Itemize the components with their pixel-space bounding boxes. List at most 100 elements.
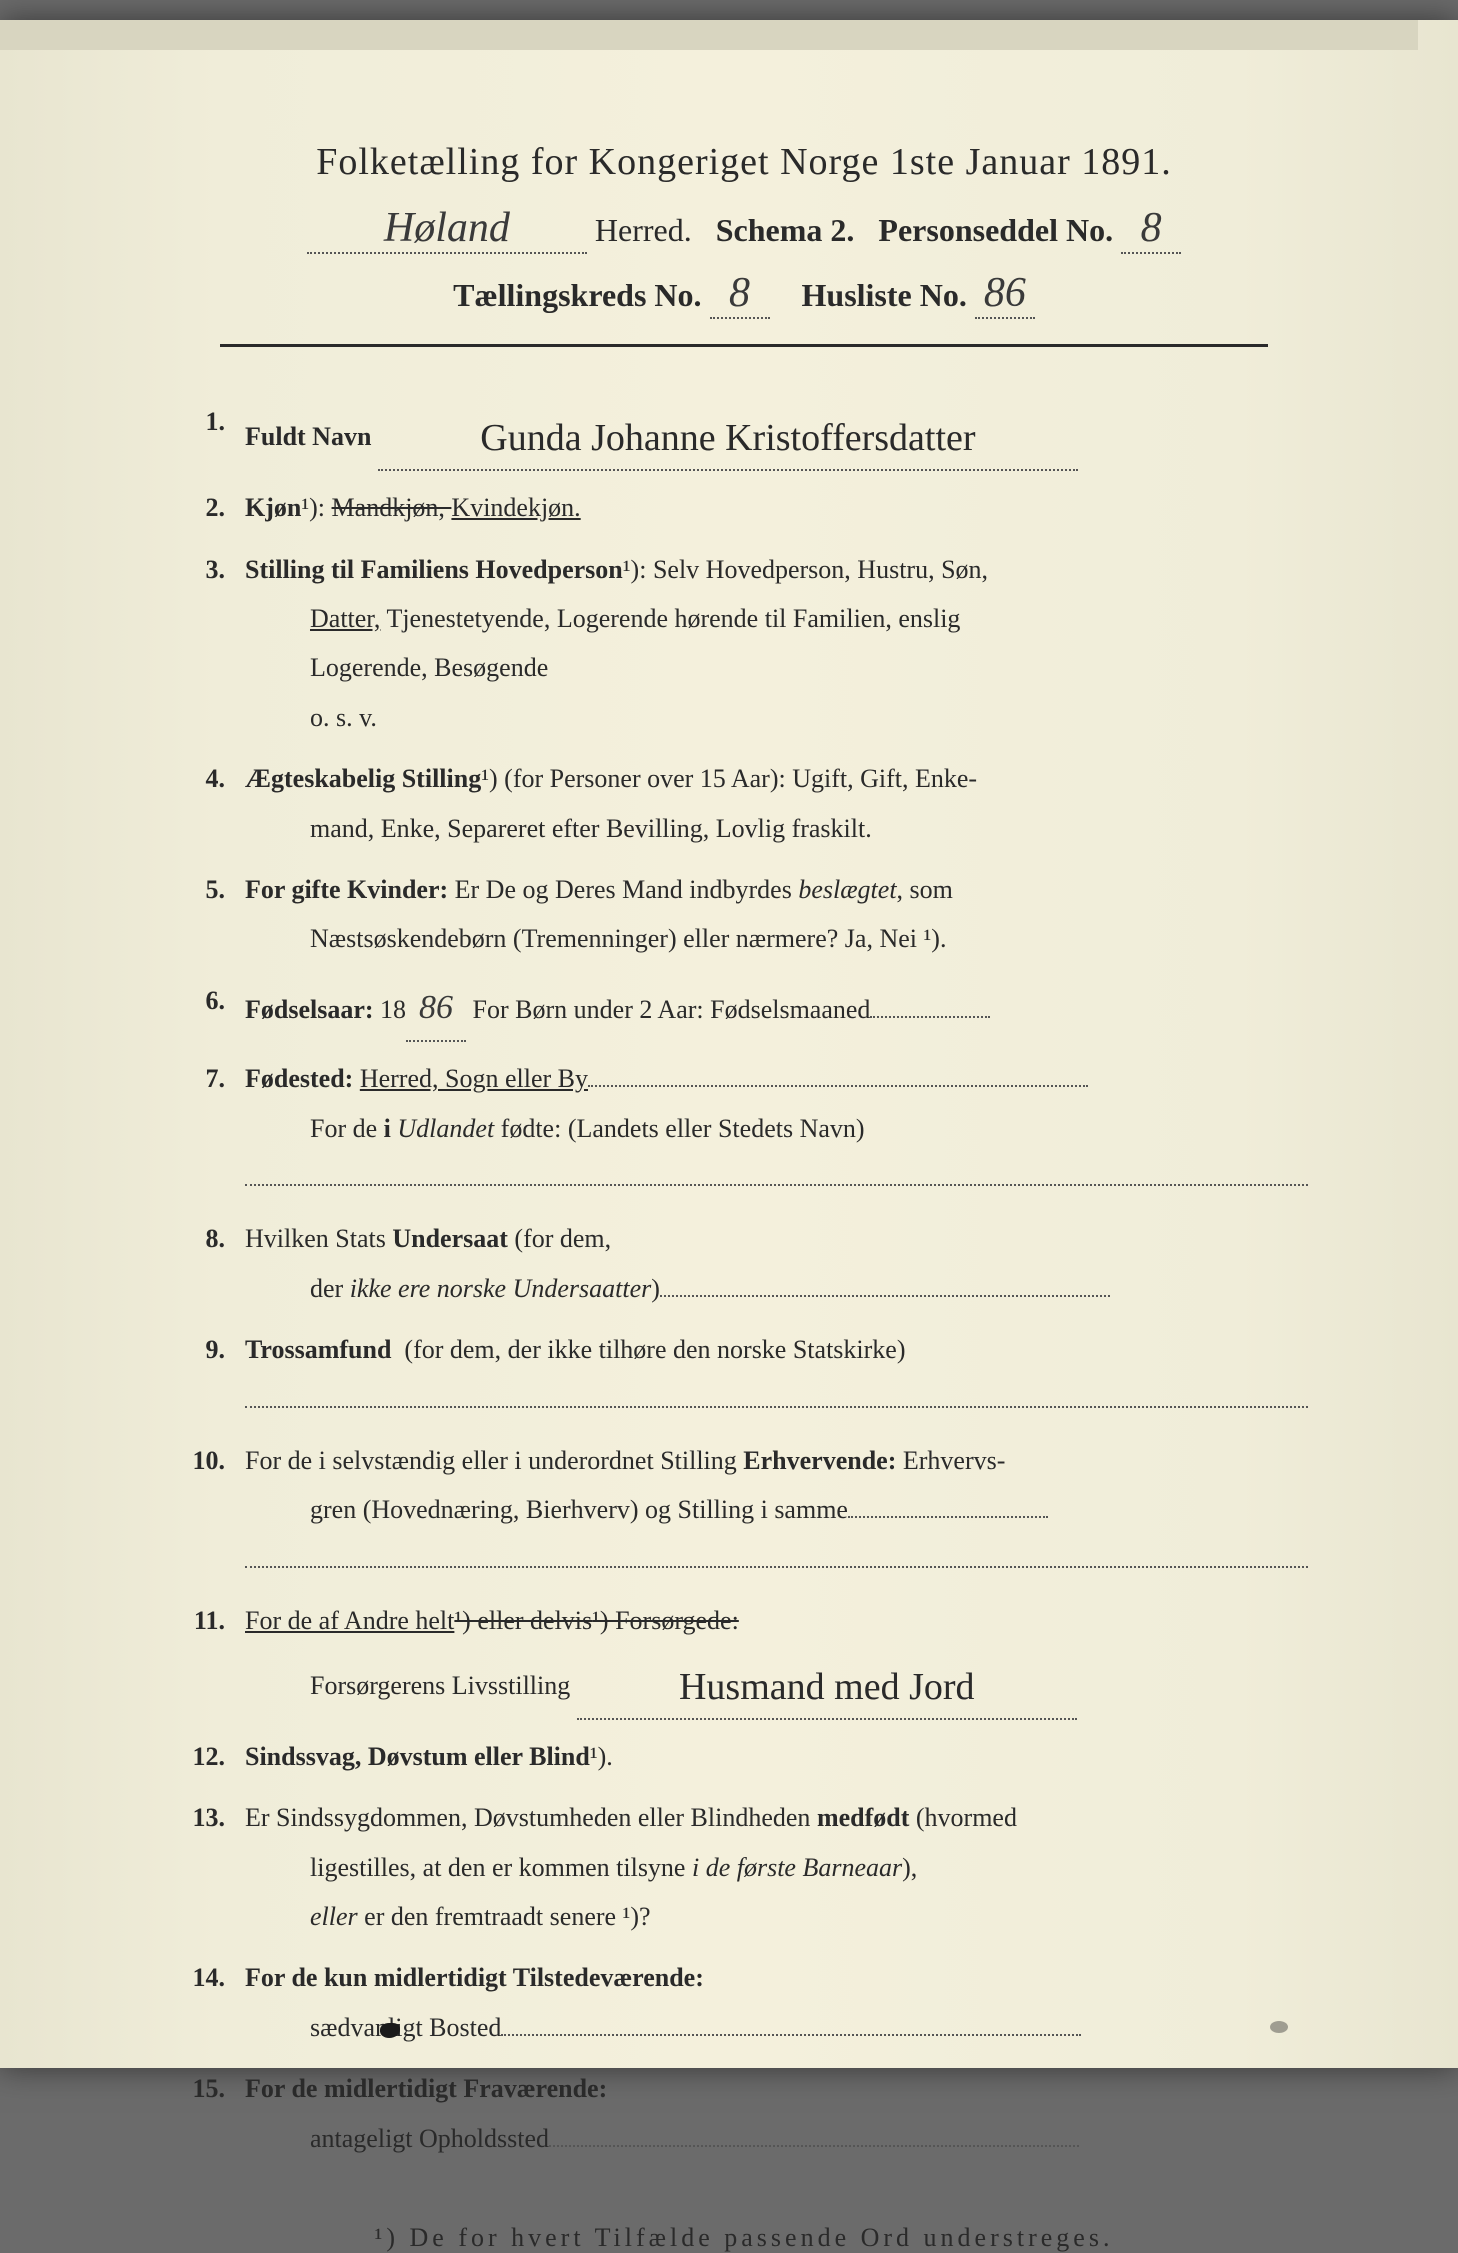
- year-value: 86: [406, 976, 466, 1043]
- item-content: Trossamfund (for dem, der ikke tilhøre d…: [245, 1325, 1308, 1424]
- item-num: 3.: [180, 545, 245, 743]
- blank-fill: [588, 1085, 1088, 1087]
- item-1: 1. Fuldt Navn Gunda Johanne Kristoffersd…: [180, 397, 1308, 471]
- item-14: 14. For de kun midlertidigt Tilstedevære…: [180, 1953, 1308, 2052]
- field-text: (hvormed: [909, 1803, 1017, 1832]
- item-5: 5. For gifte Kvinder: Er De og Deres Man…: [180, 865, 1308, 964]
- field-label: Trossamfund: [245, 1335, 391, 1364]
- item-num: 6.: [180, 976, 245, 1043]
- field-text: Næstsøskendebørn (Tremenninger) eller næ…: [245, 924, 946, 953]
- item-9: 9. Trossamfund (for dem, der ikke tilhør…: [180, 1325, 1308, 1424]
- blank-fill: [245, 1376, 1308, 1407]
- option-struck: ¹) Forsørgede:: [592, 1606, 739, 1635]
- emphasis: medfødt: [817, 1803, 909, 1832]
- option-selected: Datter,: [310, 604, 380, 633]
- field-text: er den fremtraadt senere ¹)?: [358, 1902, 651, 1931]
- blank-fill: [870, 1016, 990, 1018]
- field-text: For de i selvstændig eller i underordnet…: [245, 1446, 743, 1475]
- emphasis: Erhvervende:: [743, 1446, 896, 1475]
- field-text: Er De og Deres Mand indbyrdes: [455, 875, 799, 904]
- item-num: 8.: [180, 1214, 245, 1313]
- smudge-icon: [1270, 2021, 1288, 2033]
- footnote-ref: ¹).: [590, 1742, 613, 1771]
- item-10: 10. For de i selvstændig eller i underor…: [180, 1436, 1308, 1584]
- item-content: Stilling til Familiens Hovedperson¹): Se…: [245, 545, 1308, 743]
- item-num: 12.: [180, 1732, 245, 1781]
- item-content: Ægteskabelig Stilling¹) (for Personer ov…: [245, 754, 1308, 853]
- footnote-ref: ¹) (for Personer over 15 Aar):: [481, 764, 786, 793]
- item-8: 8. Hvilken Stats Undersaat (for dem, der…: [180, 1214, 1308, 1313]
- kreds-label: Tællingskreds No.: [453, 277, 701, 313]
- blank-fill: [848, 1516, 1048, 1518]
- field-text: Hvilken Stats: [245, 1224, 392, 1253]
- field-label: For gifte Kvinder:: [245, 875, 448, 904]
- option-selected: Herred, Sogn eller By: [360, 1064, 588, 1093]
- item-content: For de af Andre helt¹) eller delvis¹) Fo…: [245, 1596, 1308, 1720]
- main-title: Folketælling for Kongeriget Norge 1ste J…: [180, 140, 1308, 184]
- item-12: 12. Sindssvag, Døvstum eller Blind¹).: [180, 1732, 1308, 1781]
- field-text: antageligt Opholdssted: [245, 2124, 549, 2153]
- item-num: 7.: [180, 1054, 245, 1202]
- census-form-page: Folketælling for Kongeriget Norge 1ste J…: [0, 20, 1458, 2068]
- field-label: Fødselsaar:: [245, 995, 374, 1024]
- footnote: ¹) De for hvert Tilfælde passende Ord un…: [180, 2223, 1308, 2253]
- emphasis: Undersaat: [392, 1224, 508, 1253]
- field-text: For de: [310, 1114, 384, 1143]
- field-label: For de midlertidigt Fraværende:: [245, 2074, 607, 2103]
- husliste-label: Husliste No.: [802, 277, 967, 313]
- footnote-ref: ¹):: [623, 555, 647, 584]
- option-text: o. s. v.: [245, 703, 377, 732]
- option-selected: For de af Andre helt: [245, 1606, 454, 1635]
- item-content: For de kun midlertidigt Tilstedeværende:…: [245, 1953, 1308, 2052]
- item-content: Fødested: Herred, Sogn eller By For de i…: [245, 1054, 1308, 1202]
- herred-value: Høland: [307, 204, 587, 254]
- item-content: Fuldt Navn Gunda Johanne Kristoffersdatt…: [245, 397, 1308, 471]
- item-content: Fødselsaar: 1886 For Børn under 2 Aar: F…: [245, 976, 1308, 1043]
- field-text: Forsørgerens Livsstilling: [245, 1671, 570, 1700]
- option-struck: ¹) eller delvis: [454, 1606, 592, 1635]
- emphasis: eller: [310, 1902, 358, 1931]
- field-label: Sindssvag, Døvstum eller Blind: [245, 1742, 590, 1771]
- herred-label: Herred.: [595, 212, 692, 248]
- item-num: 13.: [180, 1793, 245, 1941]
- field-text: For Børn under 2 Aar: Fødselsmaaned: [473, 995, 871, 1024]
- item-4: 4. Ægteskabelig Stilling¹) (for Personer…: [180, 754, 1308, 853]
- field-text: Er Sindssygdommen, Døvstumheden eller Bl…: [245, 1803, 817, 1832]
- header-divider: [220, 344, 1268, 347]
- item-15: 15. For de midlertidigt Fraværende: anta…: [180, 2064, 1308, 2163]
- item-3: 3. Stilling til Familiens Hovedperson¹):…: [180, 545, 1308, 743]
- item-content: For de i selvstændig eller i underordnet…: [245, 1436, 1308, 1584]
- kreds-no: 8: [710, 269, 770, 319]
- option-struck: Mandkjøn,: [332, 493, 452, 522]
- option-text: Logerende, Besøgende: [245, 653, 548, 682]
- blank-fill: [549, 2145, 1079, 2147]
- option-text: Tjenestetyende, Logerende hørende til Fa…: [380, 604, 960, 633]
- field-label: For de kun midlertidigt Tilstedeværende:: [245, 1963, 704, 1992]
- item-num: 1.: [180, 397, 245, 471]
- year-prefix: 18: [380, 995, 406, 1024]
- field-text: ligestilles, at den er kommen tilsyne: [310, 1853, 692, 1882]
- field-label: Kjøn: [245, 493, 301, 522]
- name-value: Gunda Johanne Kristoffersdatter: [480, 417, 975, 459]
- emphasis: i: [384, 1114, 398, 1143]
- field-label: Stilling til Familiens Hovedperson: [245, 555, 623, 584]
- item-content: Hvilken Stats Undersaat (for dem, der ik…: [245, 1214, 1308, 1313]
- field-label: Fuldt Navn: [245, 422, 371, 451]
- item-num: 4.: [180, 754, 245, 853]
- field-text: fødte: (Landets eller Stedets Navn): [494, 1114, 864, 1143]
- blank-fill: [245, 1155, 1308, 1186]
- herred-line: Høland Herred. Schema 2. Personseddel No…: [180, 204, 1308, 254]
- form-items: 1. Fuldt Navn Gunda Johanne Kristoffersd…: [180, 397, 1308, 2163]
- item-num: 5.: [180, 865, 245, 964]
- field-label: Ægteskabelig Stilling: [245, 764, 481, 793]
- field-label: Fødested:: [245, 1064, 353, 1093]
- item-content: Sindssvag, Døvstum eller Blind¹).: [245, 1732, 1308, 1781]
- item-6: 6. Fødselsaar: 1886 For Børn under 2 Aar…: [180, 976, 1308, 1043]
- option-text: Ugift, Gift, Enke-: [792, 764, 977, 793]
- item-num: 14.: [180, 1953, 245, 2052]
- item-13: 13. Er Sindssygdommen, Døvstumheden elle…: [180, 1793, 1308, 1941]
- item-num: 10.: [180, 1436, 245, 1584]
- blank-fill: [660, 1295, 1110, 1297]
- item-7: 7. Fødested: Herred, Sogn eller By For d…: [180, 1054, 1308, 1202]
- emphasis: Udlandet: [397, 1114, 494, 1143]
